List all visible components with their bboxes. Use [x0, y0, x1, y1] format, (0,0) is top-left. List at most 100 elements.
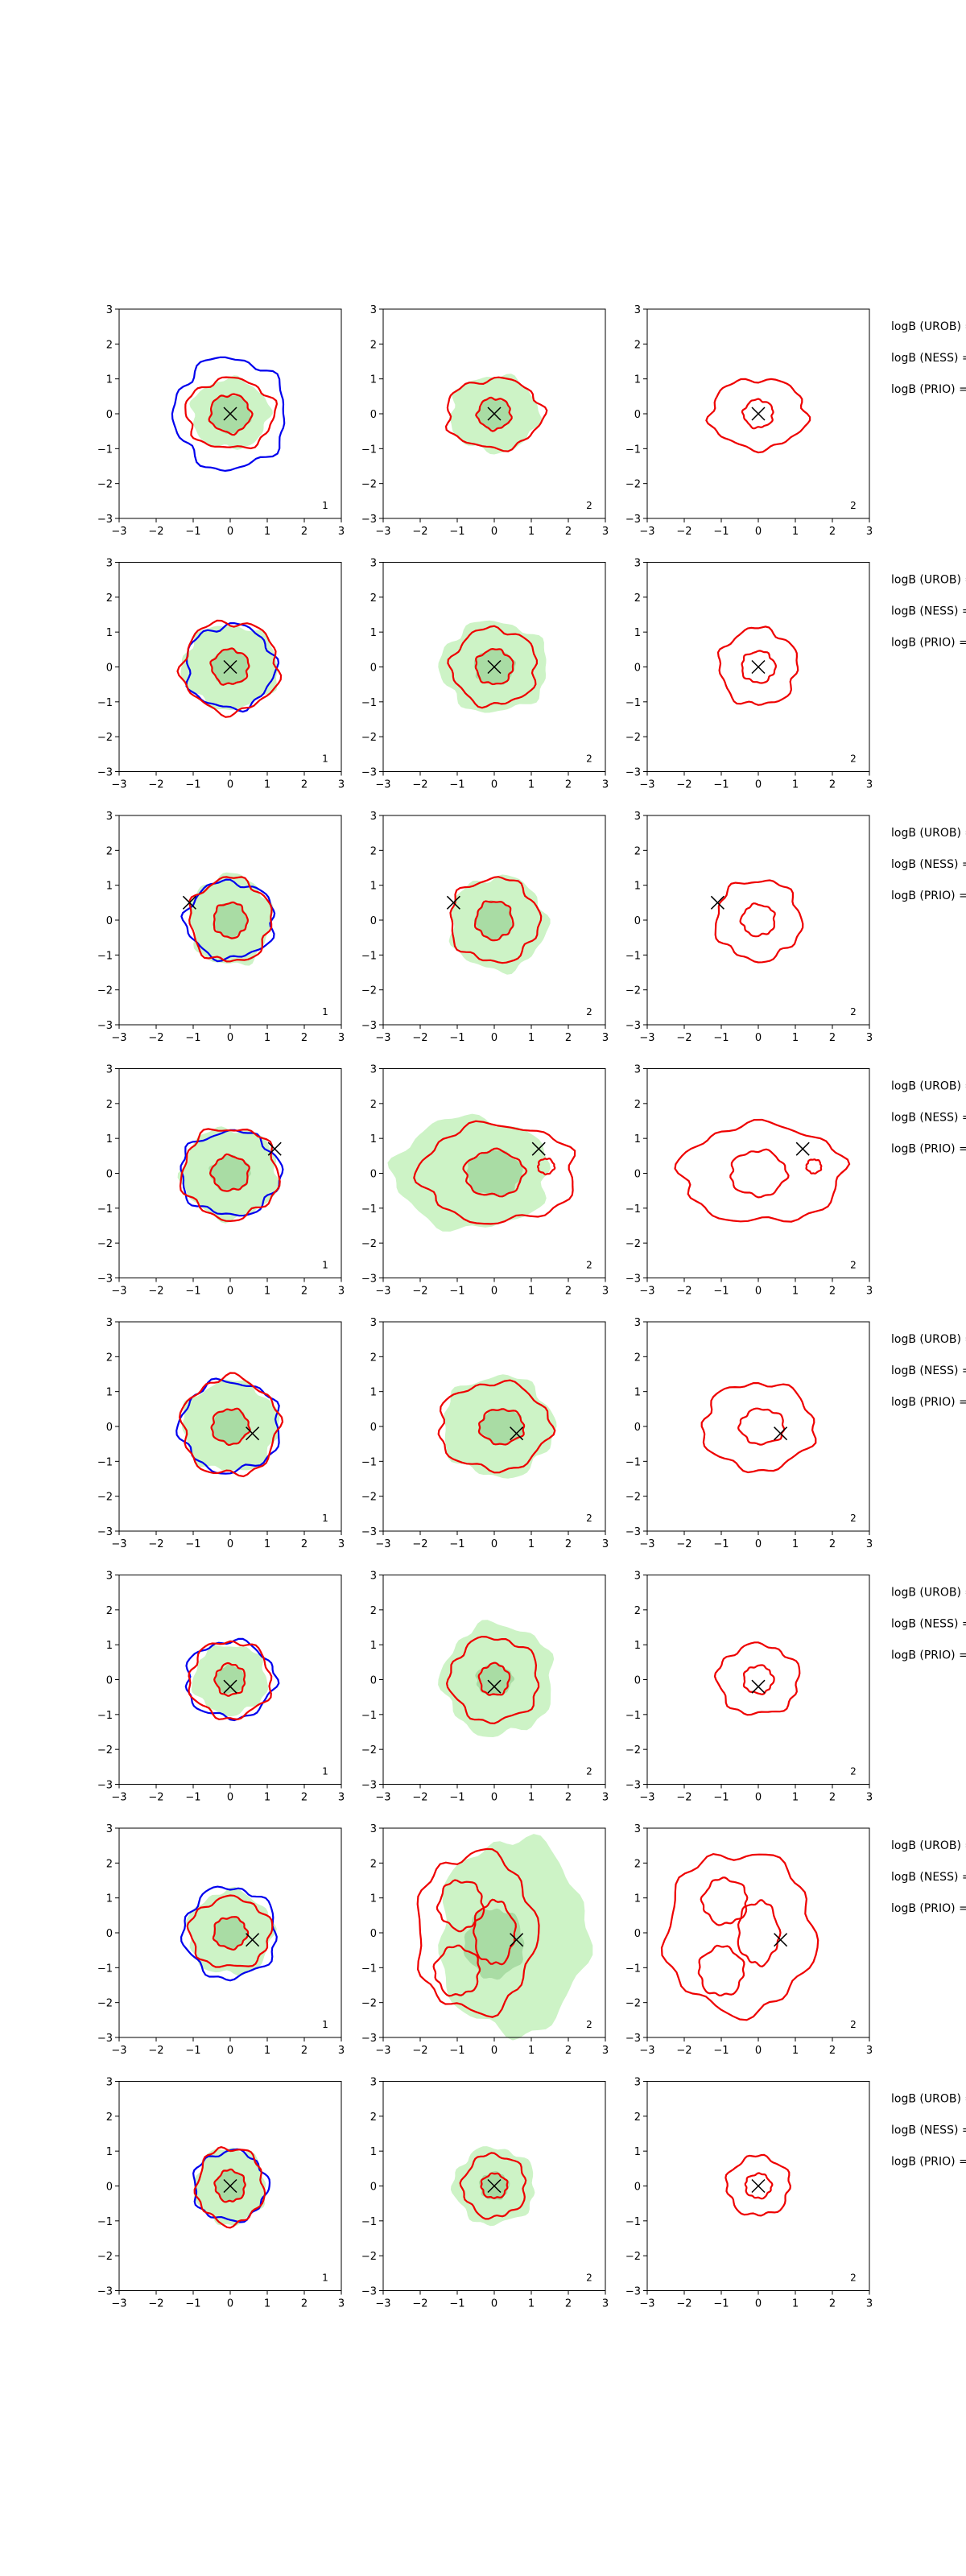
y-tick-label: 2	[634, 845, 641, 857]
y-tick-label: 0	[370, 1169, 377, 1181]
panel-r2-c1: −3 −2 −1 0 1 2 3 3 2 1 0 −1 −2 −3 1	[97, 558, 345, 791]
x-tick-label: 2	[565, 1032, 572, 1044]
x-tick-label: 2	[301, 1286, 308, 1298]
y-tick-label: −1	[625, 1710, 641, 1722]
contour-red	[445, 1635, 540, 1725]
log-bayes-label: logB (NESS) =	[891, 1364, 966, 1377]
y-tick-label: −2	[625, 732, 641, 744]
x-tick-label: 3	[866, 779, 873, 791]
y-tick-label: 2	[370, 592, 377, 605]
x-tick-label: 3	[338, 1286, 345, 1298]
x-tick-label: −2	[148, 1538, 163, 1550]
true-value-marker	[223, 659, 237, 675]
y-tick-label: −1	[97, 444, 113, 456]
true-value-marker	[531, 1141, 546, 1156]
x-tick-label: −3	[375, 1032, 390, 1044]
contour-red	[444, 376, 548, 452]
x-tick-label: −1	[449, 1032, 464, 1044]
contour-red	[188, 1640, 273, 1721]
contour-red	[714, 879, 804, 964]
y-tick-label: −1	[361, 697, 377, 709]
panel-number: 2	[850, 500, 857, 511]
y-tick-label: −2	[361, 1492, 377, 1504]
x-tick-label: −3	[639, 1032, 654, 1044]
panel-number: 2	[850, 1766, 857, 1777]
x-tick-label: 1	[264, 1538, 270, 1550]
x-tick-label: 0	[755, 526, 762, 538]
log-bayes-label: logB (PRIO) =	[891, 1902, 966, 1915]
y-tick-label: −3	[97, 2286, 113, 2298]
x-tick-label: −3	[375, 1286, 390, 1298]
y-tick-label: 1	[106, 1133, 113, 1146]
y-tick-label: 1	[370, 2146, 377, 2158]
x-tick-label: −2	[148, 779, 163, 791]
y-tick-label: 1	[370, 1387, 377, 1399]
contour-red	[674, 1118, 851, 1223]
x-tick-label: −2	[676, 2045, 691, 2057]
y-tick-label: −2	[625, 1998, 641, 2010]
true-value-marker	[751, 407, 766, 421]
y-tick-label: −3	[625, 1020, 641, 1032]
contour-red	[480, 2172, 509, 2199]
x-tick-label: 1	[792, 526, 799, 538]
x-tick-label: 0	[227, 779, 233, 791]
log-bayes-label: logB (NESS) =	[891, 2124, 966, 2137]
x-tick-label: 1	[528, 526, 535, 538]
y-tick-label: 1	[106, 1893, 113, 1905]
x-tick-label: −2	[676, 1538, 691, 1550]
y-tick-label: 1	[106, 374, 113, 386]
y-tick-label: 2	[106, 845, 113, 857]
y-tick-label: −1	[97, 2216, 113, 2228]
fill-region-inner	[208, 1154, 251, 1191]
contour-red	[475, 396, 513, 432]
x-tick-label: 2	[565, 2298, 572, 2310]
true-value-marker	[710, 895, 724, 910]
x-tick-label: 3	[866, 526, 873, 538]
contour-red	[713, 1641, 801, 1716]
log-bayes-label: logB (PRIO) =	[891, 2156, 966, 2169]
log-bayes-label: logB (UROB) =	[891, 1839, 966, 1852]
y-tick-label: 1	[634, 1387, 641, 1399]
contour-red	[477, 1662, 511, 1696]
contour-red	[186, 1894, 274, 1968]
contour-red	[436, 1879, 485, 1933]
x-tick-label: 2	[565, 1538, 572, 1550]
y-tick-label: 1	[106, 2146, 113, 2158]
y-tick-label: 1	[370, 1640, 377, 1652]
x-tick-label: 2	[565, 1286, 572, 1298]
x-tick-label: −2	[148, 2298, 163, 2310]
x-tick-label: −3	[639, 779, 654, 791]
y-tick-label: 1	[106, 1640, 113, 1652]
y-tick-label: 3	[634, 1064, 641, 1076]
x-tick-label: 0	[491, 779, 497, 791]
panel-number: 2	[586, 2273, 592, 2284]
x-tick-label: 3	[866, 1286, 873, 1298]
x-tick-label: −1	[713, 1032, 729, 1044]
panel-r3-c3: −3 −2 −1 0 1 2 3 3 2 1 0 −1 −2 −3 2	[625, 811, 873, 1044]
x-tick-label: −2	[412, 2045, 427, 2057]
log-bayes-label: logB (PRIO) =	[891, 1649, 966, 1662]
y-tick-label: 1	[634, 1640, 641, 1652]
contour-red	[741, 650, 777, 684]
contour-red	[537, 1157, 556, 1176]
y-tick-label: −2	[97, 479, 113, 491]
contour-red	[700, 1382, 817, 1474]
y-tick-label: 2	[370, 339, 377, 351]
contour-red	[178, 1372, 284, 1478]
x-tick-label: 0	[755, 1032, 762, 1044]
x-tick-label: 1	[792, 1032, 799, 1044]
y-tick-label: 2	[370, 845, 377, 857]
y-tick-label: 1	[370, 881, 377, 893]
log-bayes-label: logB (PRIO) =	[891, 383, 966, 396]
true-value-marker	[774, 1426, 788, 1441]
x-tick-label: 0	[491, 2045, 497, 2057]
x-tick-label: 3	[338, 2045, 345, 2057]
x-tick-label: −1	[449, 2045, 464, 2057]
x-tick-label: 2	[301, 779, 308, 791]
contour-red	[741, 398, 774, 430]
y-tick-label: 1	[370, 627, 377, 639]
fill-region-inner	[214, 1664, 246, 1694]
true-value-marker	[487, 659, 502, 675]
y-tick-label: 2	[370, 1352, 377, 1364]
x-tick-label: −2	[412, 1792, 427, 1804]
